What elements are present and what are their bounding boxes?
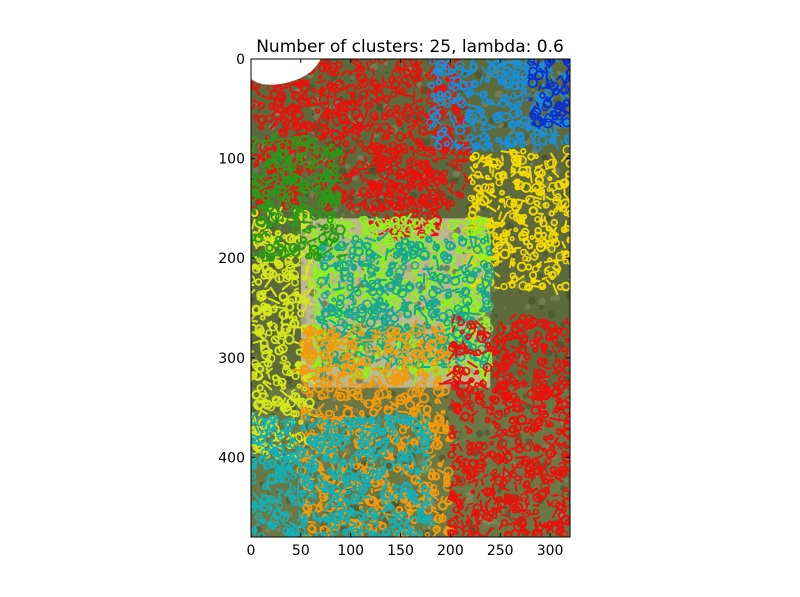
sky-patch [251, 59, 321, 85]
y-tick-label: 400 [218, 450, 245, 466]
y-tick-label: 100 [218, 152, 245, 168]
x-tick-label: 0 [247, 543, 256, 559]
cluster-image [251, 59, 570, 537]
cluster-region [438, 313, 570, 537]
x-tick-label: 300 [537, 543, 564, 559]
y-tick-label: 0 [236, 52, 245, 68]
y-tick-label: 200 [218, 251, 245, 267]
x-axis: 0 50 100 150 200 250 300 [247, 59, 564, 559]
y-axis: 0 100 200 300 400 [218, 52, 570, 466]
chart-title: Number of clusters: 25, lambda: 0.6 [256, 37, 564, 57]
x-tick-label: 50 [292, 543, 310, 559]
y-tick-label: 300 [218, 351, 245, 367]
x-tick-label: 250 [487, 543, 514, 559]
x-tick-label: 150 [387, 543, 414, 559]
cluster-region [463, 145, 570, 295]
cluster-region [251, 131, 348, 262]
x-tick-label: 100 [337, 543, 364, 559]
axes-frame [250, 58, 571, 538]
x-tick-label: 200 [437, 543, 464, 559]
